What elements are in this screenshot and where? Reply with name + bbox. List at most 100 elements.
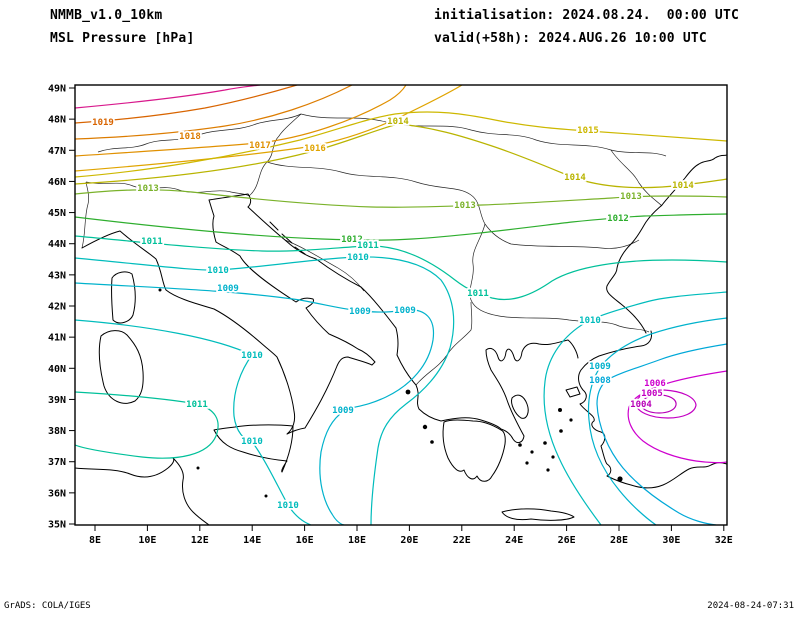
contour-label-1005: 1005 bbox=[641, 389, 663, 399]
island-dot bbox=[569, 418, 573, 422]
contour-label-1010: 1010 bbox=[241, 351, 263, 361]
x-tick-label: 24E bbox=[505, 535, 523, 546]
island-dot bbox=[559, 429, 563, 433]
x-tick-label: 8E bbox=[89, 535, 101, 546]
island-dot bbox=[405, 389, 411, 395]
y-tick-label: 47N bbox=[48, 146, 66, 157]
contour-label-1009: 1009 bbox=[332, 406, 354, 416]
isobar-1004 bbox=[640, 394, 677, 414]
isobar-1012 bbox=[75, 213, 727, 241]
coastline-euboea bbox=[511, 394, 529, 419]
isobar-1011 bbox=[75, 235, 727, 301]
island-dot bbox=[546, 468, 550, 472]
contour-label-1019: 1019 bbox=[92, 118, 114, 128]
y-tick-label: 45N bbox=[48, 208, 66, 219]
contour-label-1017: 1017 bbox=[249, 141, 271, 151]
border-france-italy bbox=[81, 181, 90, 249]
isobar-1019 bbox=[75, 85, 298, 124]
contour-label-1010: 1010 bbox=[277, 501, 299, 511]
contour-label-1012: 1012 bbox=[341, 235, 363, 245]
island-dot bbox=[518, 443, 522, 447]
contour-label-1010: 1010 bbox=[347, 253, 369, 263]
x-tick-label: 14E bbox=[243, 535, 261, 546]
coastline-sardinia bbox=[98, 330, 144, 404]
contour-label-1016: 1016 bbox=[304, 144, 326, 154]
island-rhodes bbox=[617, 476, 623, 482]
coastline-balkan bbox=[247, 206, 579, 444]
coastline-lesbos bbox=[565, 386, 581, 398]
y-tick-label: 46N bbox=[48, 177, 66, 188]
island-dot bbox=[525, 461, 529, 465]
island-dot bbox=[551, 455, 555, 459]
coastline-corsica bbox=[111, 271, 136, 324]
isobar-1009-east bbox=[587, 317, 727, 525]
island-dot bbox=[430, 440, 434, 444]
contour-label-1008: 1008 bbox=[589, 376, 611, 386]
x-tick-label: 12E bbox=[191, 535, 209, 546]
border-dinaric bbox=[284, 239, 365, 292]
contour-label-1006: 1006 bbox=[644, 379, 666, 389]
isobar-1014 bbox=[75, 123, 727, 189]
y-tick-label: 38N bbox=[48, 426, 66, 437]
y-tick-label: 35N bbox=[48, 520, 66, 531]
x-tick-label: 18E bbox=[348, 535, 366, 546]
isobar-1010-east bbox=[543, 291, 727, 525]
contour-label-1011: 1011 bbox=[357, 241, 379, 251]
coastline-italy bbox=[81, 193, 376, 435]
map-frame bbox=[74, 84, 728, 526]
coastline-crete bbox=[501, 508, 575, 521]
border-balkans-south bbox=[469, 223, 650, 333]
isobar-1006 bbox=[627, 370, 727, 464]
y-tick-label: 42N bbox=[48, 302, 66, 313]
contour-label-1010: 1010 bbox=[241, 437, 263, 447]
contour-label-1010: 1010 bbox=[207, 266, 229, 276]
isobar-1005 bbox=[635, 389, 697, 419]
contour-label-1013: 1013 bbox=[454, 201, 476, 211]
contour-label-1012: 1012 bbox=[607, 214, 629, 224]
y-tick-label: 43N bbox=[48, 270, 66, 281]
x-tick-label: 20E bbox=[400, 535, 418, 546]
y-tick-label: 39N bbox=[48, 395, 66, 406]
island-dot bbox=[558, 408, 562, 412]
contour-label-1013: 1013 bbox=[137, 184, 159, 194]
y-tick-label: 44N bbox=[48, 239, 66, 250]
isobar-1010-west bbox=[75, 319, 312, 525]
creation-timestamp: 2024-08-24-07:31 bbox=[707, 601, 794, 611]
x-tick-label: 16E bbox=[296, 535, 314, 546]
contour-labels: 1019 1018 1017 1016 1014 1015 1014 1014 1013 1013… bbox=[90, 115, 696, 513]
island-malta bbox=[264, 494, 268, 498]
coastlines bbox=[75, 154, 727, 525]
init-time: initialisation: 2024.08.24. 00:00 UTC bbox=[434, 8, 740, 23]
contour-label-1011: 1011 bbox=[186, 400, 208, 410]
contour-label-1011: 1011 bbox=[467, 289, 489, 299]
contour-label-1009: 1009 bbox=[394, 306, 416, 316]
map-layers: 1019 1018 1017 1016 1014 1015 1014 1014 1013 1013… bbox=[75, 85, 727, 525]
isobar-1013 bbox=[75, 189, 727, 208]
contour-label-1018: 1018 bbox=[179, 132, 201, 142]
isobar-1016 bbox=[75, 85, 463, 172]
coastline-tunisia bbox=[75, 457, 210, 525]
isobar-1018 bbox=[75, 85, 353, 140]
x-tick-label: 10E bbox=[138, 535, 156, 546]
aegean-islands bbox=[158, 288, 623, 498]
isobar-1009-trough bbox=[75, 282, 435, 525]
contour-label-1009: 1009 bbox=[217, 284, 239, 294]
y-axis: 49N 48N 47N 46N 45N 44N 43N 42N 41N 40N 39N 38N 37N 3… bbox=[48, 84, 75, 531]
coastline-turkey bbox=[578, 330, 727, 489]
field-name: MSL Pressure [hPa] bbox=[50, 31, 195, 46]
contour-label-1014: 1014 bbox=[672, 181, 694, 191]
contour-label-1011: 1011 bbox=[141, 237, 163, 247]
valid-time: valid(+58h): 2024.AUG.26 10:00 UTC bbox=[434, 31, 707, 46]
border-central-europe bbox=[97, 113, 302, 153]
y-tick-label: 49N bbox=[48, 84, 66, 95]
island-dot bbox=[422, 424, 428, 430]
x-tick-label: 28E bbox=[610, 535, 628, 546]
contour-label-1009: 1009 bbox=[589, 362, 611, 372]
island-elba bbox=[158, 288, 162, 292]
isobars bbox=[75, 85, 727, 525]
y-tick-label: 40N bbox=[48, 364, 66, 375]
island-pantelleria bbox=[196, 466, 200, 470]
border-danube bbox=[484, 223, 640, 249]
x-tick-label: 30E bbox=[662, 535, 680, 546]
